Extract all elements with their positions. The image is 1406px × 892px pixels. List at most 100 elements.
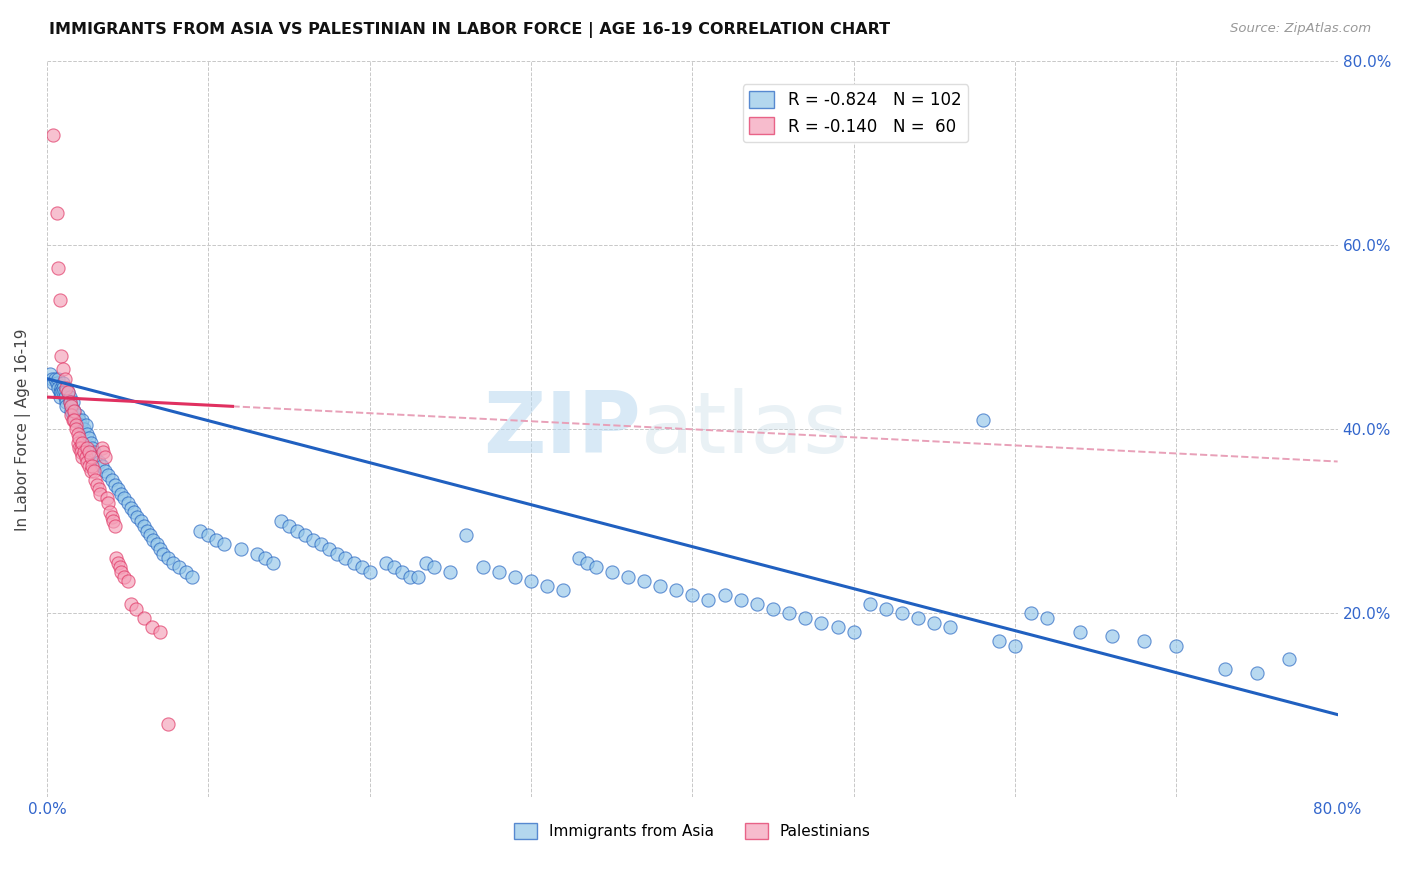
- Point: [73, 422, 96, 436]
- Point: [93, 445, 115, 459]
- Point: [1213, 662, 1236, 676]
- Point: [585, 560, 607, 574]
- Point: [39, 367, 62, 381]
- Point: [156, 716, 179, 731]
- Point: [44, 372, 66, 386]
- Point: [1246, 666, 1268, 681]
- Point: [65, 417, 87, 432]
- Point: [97, 468, 120, 483]
- Point: [52, 381, 75, 395]
- Point: [127, 509, 149, 524]
- Point: [49, 385, 72, 400]
- Point: [98, 505, 121, 519]
- Point: [42, 376, 65, 391]
- Point: [51, 381, 73, 395]
- Point: [110, 486, 132, 500]
- Point: [1019, 607, 1042, 621]
- Point: [79, 464, 101, 478]
- Point: [302, 533, 325, 547]
- Point: [84, 450, 107, 464]
- Point: [58, 394, 80, 409]
- Point: [104, 477, 127, 491]
- Point: [66, 426, 89, 441]
- Point: [335, 551, 357, 566]
- Point: [51, 385, 73, 400]
- Point: [1278, 652, 1301, 666]
- Point: [350, 560, 373, 574]
- Point: [46, 261, 69, 276]
- Point: [49, 390, 72, 404]
- Point: [100, 509, 122, 524]
- Point: [110, 565, 132, 579]
- Point: [794, 611, 817, 625]
- Point: [713, 588, 735, 602]
- Point: [53, 390, 76, 404]
- Point: [67, 441, 90, 455]
- Point: [97, 496, 120, 510]
- Point: [120, 597, 142, 611]
- Point: [278, 519, 301, 533]
- Point: [62, 409, 84, 423]
- Point: [45, 206, 67, 220]
- Point: [205, 533, 228, 547]
- Point: [84, 473, 107, 487]
- Point: [423, 560, 446, 574]
- Point: [76, 426, 98, 441]
- Point: [697, 592, 720, 607]
- Point: [58, 390, 80, 404]
- Point: [152, 547, 174, 561]
- Point: [391, 565, 413, 579]
- Point: [174, 565, 197, 579]
- Point: [810, 615, 832, 630]
- Point: [52, 376, 75, 391]
- Point: [100, 473, 122, 487]
- Point: [62, 413, 84, 427]
- Point: [75, 450, 97, 464]
- Point: [125, 601, 148, 615]
- Point: [67, 413, 90, 427]
- Point: [1004, 639, 1026, 653]
- Point: [246, 547, 269, 561]
- Point: [108, 560, 131, 574]
- Point: [1101, 629, 1123, 643]
- Point: [318, 541, 340, 556]
- Point: [105, 551, 128, 566]
- Point: [89, 486, 111, 500]
- Point: [1036, 611, 1059, 625]
- Point: [60, 409, 83, 423]
- Point: [169, 560, 191, 574]
- Point: [762, 601, 785, 615]
- Point: [197, 528, 219, 542]
- Point: [139, 528, 162, 542]
- Point: [42, 128, 65, 142]
- Point: [90, 441, 112, 455]
- Point: [45, 376, 67, 391]
- Point: [229, 541, 252, 556]
- Point: [77, 432, 100, 446]
- Point: [76, 454, 98, 468]
- Point: [72, 450, 94, 464]
- Point: [83, 445, 105, 459]
- Point: [94, 464, 117, 478]
- Point: [136, 524, 159, 538]
- Point: [536, 579, 558, 593]
- Point: [77, 459, 100, 474]
- Point: [55, 394, 77, 409]
- Point: [503, 569, 526, 583]
- Point: [149, 624, 172, 639]
- Point: [214, 537, 236, 551]
- Point: [67, 432, 90, 446]
- Point: [52, 362, 75, 376]
- Point: [1069, 624, 1091, 639]
- Point: [49, 293, 72, 308]
- Point: [132, 519, 155, 533]
- Point: [73, 445, 96, 459]
- Point: [56, 385, 79, 400]
- Point: [262, 556, 284, 570]
- Point: [141, 620, 163, 634]
- Point: [104, 519, 127, 533]
- Point: [439, 565, 461, 579]
- Point: [82, 459, 104, 474]
- Point: [568, 551, 591, 566]
- Point: [96, 491, 118, 506]
